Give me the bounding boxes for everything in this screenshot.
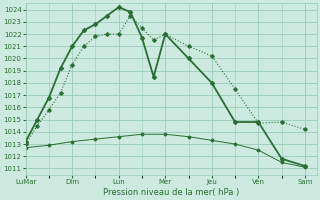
X-axis label: Pression niveau de la mer( hPa ): Pression niveau de la mer( hPa )	[103, 188, 239, 197]
